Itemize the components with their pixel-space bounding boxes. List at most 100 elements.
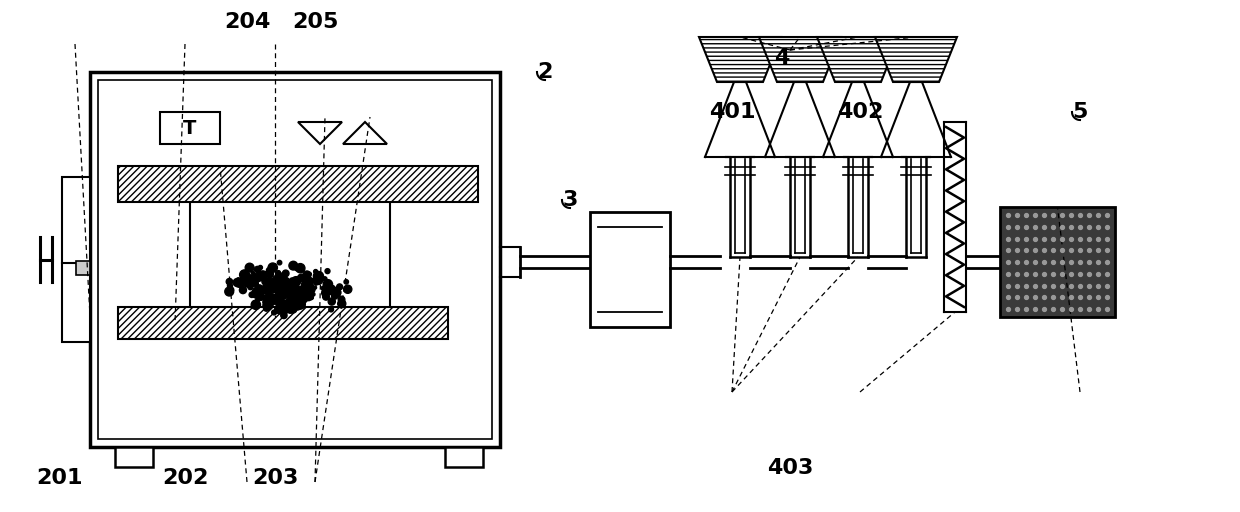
Bar bbox=[590, 212, 670, 327]
Circle shape bbox=[322, 293, 330, 300]
Circle shape bbox=[258, 287, 265, 295]
Circle shape bbox=[285, 279, 289, 283]
Circle shape bbox=[258, 288, 263, 292]
Circle shape bbox=[263, 301, 273, 310]
Circle shape bbox=[303, 281, 312, 290]
Circle shape bbox=[304, 291, 314, 301]
Circle shape bbox=[272, 310, 277, 315]
Circle shape bbox=[263, 306, 269, 311]
Circle shape bbox=[283, 287, 289, 294]
Circle shape bbox=[329, 307, 334, 312]
Circle shape bbox=[253, 288, 259, 294]
Circle shape bbox=[275, 300, 283, 307]
Circle shape bbox=[283, 288, 285, 291]
Circle shape bbox=[274, 286, 279, 291]
Circle shape bbox=[304, 278, 306, 281]
Circle shape bbox=[337, 300, 346, 308]
Circle shape bbox=[304, 281, 314, 290]
Circle shape bbox=[252, 300, 260, 309]
Circle shape bbox=[343, 285, 352, 293]
Circle shape bbox=[293, 285, 300, 291]
Circle shape bbox=[306, 291, 312, 297]
Circle shape bbox=[325, 288, 330, 293]
Circle shape bbox=[283, 290, 290, 296]
Circle shape bbox=[278, 261, 281, 265]
Circle shape bbox=[315, 271, 324, 281]
Circle shape bbox=[277, 289, 284, 296]
Circle shape bbox=[283, 270, 289, 276]
Circle shape bbox=[277, 289, 281, 295]
Text: T: T bbox=[184, 118, 197, 138]
Circle shape bbox=[280, 282, 285, 287]
Circle shape bbox=[296, 300, 305, 309]
Circle shape bbox=[268, 263, 278, 272]
Circle shape bbox=[298, 277, 301, 281]
Circle shape bbox=[309, 278, 314, 284]
Circle shape bbox=[273, 278, 283, 288]
Circle shape bbox=[254, 273, 263, 282]
Circle shape bbox=[274, 292, 284, 302]
Circle shape bbox=[255, 283, 258, 286]
Circle shape bbox=[294, 291, 303, 300]
Circle shape bbox=[268, 287, 273, 293]
Circle shape bbox=[267, 268, 272, 273]
Circle shape bbox=[289, 278, 295, 284]
Circle shape bbox=[270, 302, 274, 306]
Circle shape bbox=[281, 280, 286, 285]
Circle shape bbox=[267, 271, 274, 278]
Bar bbox=[160, 112, 219, 144]
Circle shape bbox=[339, 303, 342, 307]
Circle shape bbox=[289, 283, 293, 287]
Circle shape bbox=[237, 278, 241, 281]
Circle shape bbox=[314, 275, 322, 285]
Circle shape bbox=[244, 274, 252, 282]
Circle shape bbox=[252, 280, 258, 287]
Circle shape bbox=[280, 282, 283, 285]
Circle shape bbox=[283, 287, 290, 294]
Circle shape bbox=[233, 279, 242, 287]
Circle shape bbox=[267, 278, 274, 285]
Circle shape bbox=[300, 285, 306, 290]
Circle shape bbox=[246, 263, 254, 272]
Circle shape bbox=[270, 280, 280, 290]
Circle shape bbox=[295, 293, 300, 298]
Text: 402: 402 bbox=[837, 102, 883, 122]
Text: 4: 4 bbox=[774, 48, 790, 68]
Circle shape bbox=[294, 287, 300, 294]
Circle shape bbox=[299, 294, 308, 303]
Circle shape bbox=[303, 293, 309, 299]
Circle shape bbox=[324, 280, 332, 289]
Circle shape bbox=[279, 300, 288, 309]
Circle shape bbox=[227, 283, 232, 288]
Circle shape bbox=[289, 261, 298, 270]
Circle shape bbox=[332, 288, 341, 297]
Circle shape bbox=[257, 285, 262, 290]
Circle shape bbox=[305, 290, 311, 295]
Circle shape bbox=[270, 295, 278, 303]
Polygon shape bbox=[699, 37, 781, 82]
Circle shape bbox=[265, 294, 269, 298]
Circle shape bbox=[291, 276, 301, 286]
Circle shape bbox=[273, 294, 283, 304]
Circle shape bbox=[324, 293, 329, 298]
Circle shape bbox=[291, 280, 295, 283]
Circle shape bbox=[270, 285, 279, 293]
Circle shape bbox=[315, 282, 317, 285]
Text: 203: 203 bbox=[252, 468, 298, 488]
Circle shape bbox=[275, 273, 285, 282]
Circle shape bbox=[252, 271, 254, 275]
Circle shape bbox=[301, 281, 308, 288]
Circle shape bbox=[305, 276, 311, 283]
Circle shape bbox=[336, 284, 342, 290]
Circle shape bbox=[248, 275, 254, 282]
Text: 401: 401 bbox=[709, 102, 755, 122]
Circle shape bbox=[281, 286, 290, 296]
Text: 205: 205 bbox=[291, 12, 339, 32]
Circle shape bbox=[270, 282, 279, 291]
Circle shape bbox=[254, 266, 260, 272]
Circle shape bbox=[257, 288, 262, 293]
Circle shape bbox=[280, 277, 290, 286]
Circle shape bbox=[329, 298, 335, 305]
Circle shape bbox=[296, 287, 305, 295]
Circle shape bbox=[285, 300, 291, 307]
